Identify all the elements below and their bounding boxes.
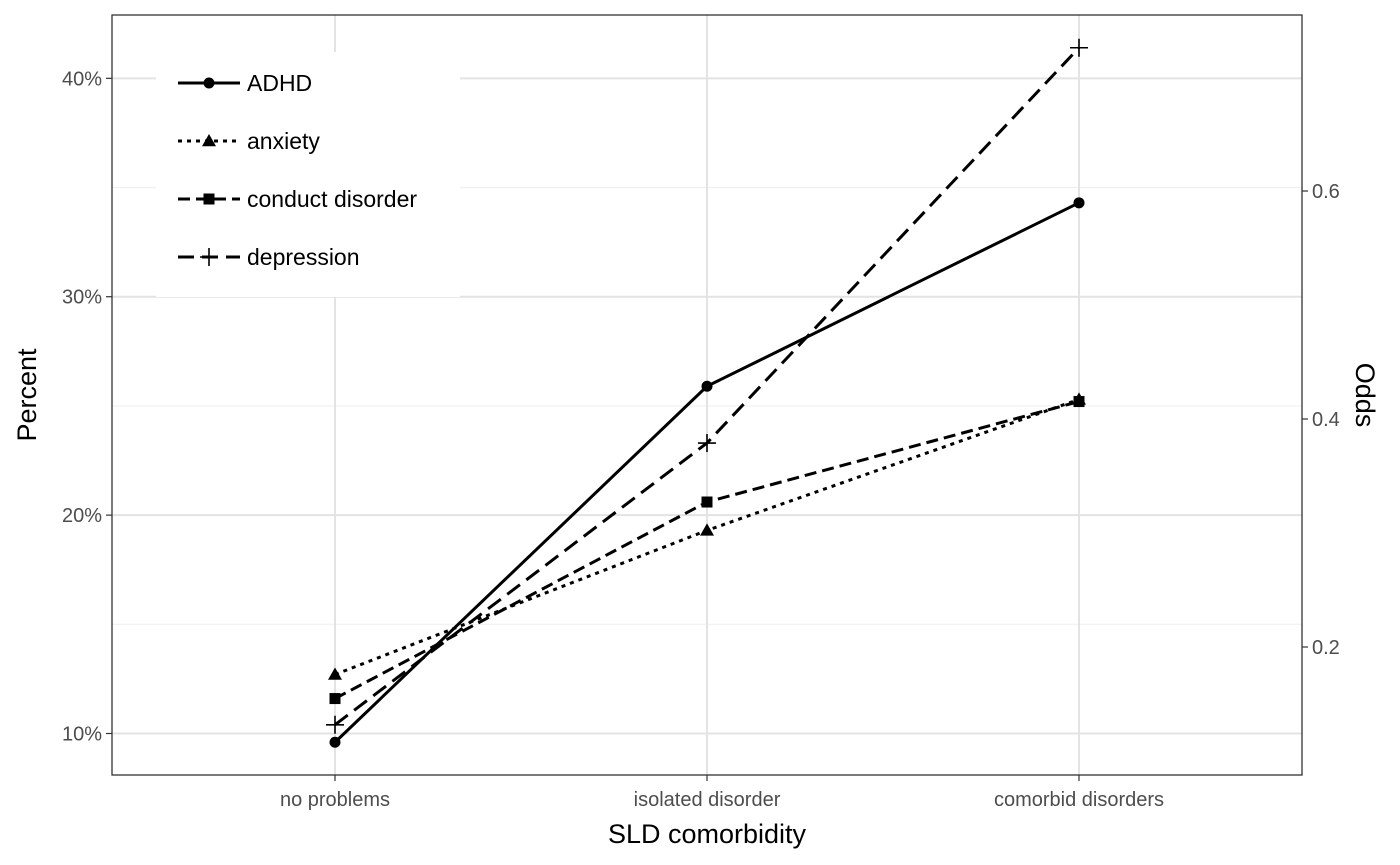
x-tick-label: no problems [280, 789, 390, 811]
y-tick-label: 40% [62, 68, 102, 90]
triangle-marker [202, 134, 216, 147]
circle-marker [203, 77, 215, 89]
circle-marker [701, 380, 713, 392]
x-axis-title: SLD comorbidity [608, 819, 807, 849]
square-marker [701, 496, 713, 508]
legend-label-anxiety: anxiety [247, 128, 320, 154]
y-tick-label: 20% [62, 505, 102, 527]
circle-marker [1073, 197, 1085, 209]
series-depression [326, 38, 1088, 734]
series-layer [326, 38, 1088, 748]
y2-tick-label: 0.2 [1312, 637, 1340, 659]
y-tick-label: 30% [62, 287, 102, 309]
square-marker [203, 193, 215, 205]
legend-label-depression: depression [247, 244, 360, 270]
plus-marker [326, 715, 344, 734]
x-tick-label: comorbid disorders [994, 789, 1164, 811]
square-marker [1073, 396, 1085, 408]
triangle-marker [700, 523, 714, 536]
series-adhd [329, 197, 1085, 748]
square-marker [329, 693, 341, 705]
legend-key-adhd [178, 77, 240, 89]
plus-marker [200, 248, 218, 266]
legend: ADHD anxiety conduct disorder depression [156, 52, 460, 297]
y2-tick-label: 0.4 [1312, 409, 1340, 431]
y-tick-label: 10% [62, 724, 102, 746]
axes: 10% 20% 30% 40% 0.2 0.4 0.6 no problems isolated… [62, 68, 1340, 811]
legend-key-depression [178, 248, 240, 266]
legend-key-conduct-disorder [178, 193, 240, 205]
y2-tick-label: 0.6 [1312, 181, 1340, 203]
y-axis-title: Percent [12, 348, 42, 442]
series-conduct-disorder [329, 396, 1085, 705]
y2-axis-title: Odds [1350, 363, 1380, 428]
legend-label-adhd: ADHD [247, 70, 312, 96]
plus-marker [1070, 38, 1088, 57]
legend-label-conduct-disorder: conduct disorder [247, 186, 417, 212]
triangle-marker [328, 667, 342, 680]
circle-marker [329, 736, 341, 748]
plus-marker [698, 434, 716, 453]
x-tick-label: isolated disorder [634, 789, 781, 811]
legend-key-anxiety [178, 134, 240, 147]
